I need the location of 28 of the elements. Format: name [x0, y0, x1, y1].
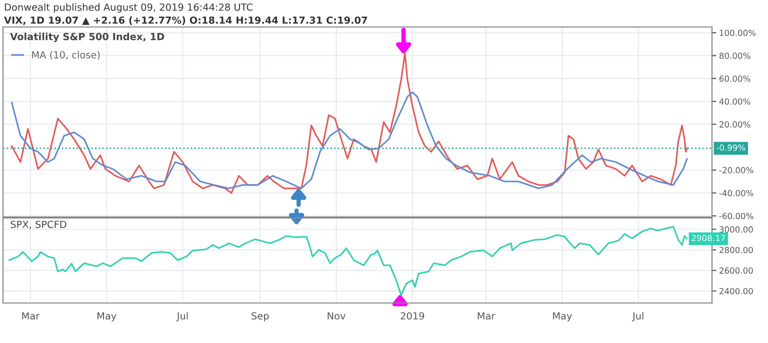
text: Volatility S&P 500 Index, 1D — [10, 32, 164, 42]
y-tick-label: 100.00% — [720, 30, 756, 36]
x-tick-label: 2019 — [400, 312, 424, 320]
text: VIX, 1D 19.07 ▲ +2.16 (+12.77%) O:18.14 H:19.44 L:17.31 C:19.07 — [4, 16, 368, 26]
annotation: 2908.17 — [692, 234, 725, 242]
y-tick-label: 2800.00 — [720, 246, 753, 254]
y-tick-label: -20.00% — [719, 167, 754, 174]
y-tick-label: -40.00% — [719, 190, 754, 196]
ref-line-label: -0.99% — [716, 144, 746, 151]
x-tick-label: Mar — [22, 312, 40, 320]
legend-label: MA (10, close) — [32, 50, 100, 60]
y-tick-label: 20.00% — [720, 121, 750, 128]
x-tick-label: Sep — [252, 312, 269, 322]
x-tick-label: May — [553, 312, 572, 322]
x-tick-label: Jul — [632, 312, 644, 322]
y-tick-label: 80.00% — [720, 52, 750, 59]
y-tick-label: 60.00% — [720, 75, 750, 82]
y-tick-label: -60.00% — [719, 212, 754, 220]
x-tick-label: Jul — [176, 312, 188, 322]
x-tick-label: Nov — [328, 312, 346, 320]
y-tick-label: 40.00% — [719, 98, 750, 105]
x-tick-label: May — [98, 312, 116, 322]
y-tick-label: 2400.00 — [720, 288, 753, 294]
y-tick-label: 2600.00 — [720, 267, 753, 274]
x-tick-label: Mar — [478, 312, 496, 320]
text: Donwealt published August 09, 2019 16:44:28 UTC — [4, 3, 252, 13]
chart-title: SPX, SPCFD — [10, 220, 66, 230]
y-tick-label: 3000.00 — [720, 226, 753, 233]
